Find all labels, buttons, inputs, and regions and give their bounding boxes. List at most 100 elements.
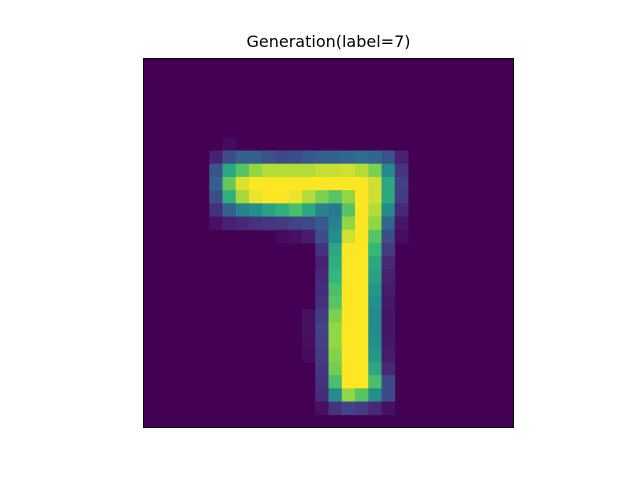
heatmap-cell	[381, 295, 396, 310]
heatmap-cell	[262, 163, 276, 178]
heatmap-cell	[222, 203, 237, 217]
heatmap-cell	[315, 361, 329, 376]
heatmap-cell	[341, 348, 356, 363]
heatmap-cell	[381, 361, 396, 376]
heatmap-cell	[328, 203, 343, 217]
heatmap-cell	[249, 190, 263, 204]
heatmap-cell	[381, 401, 396, 416]
heatmap-cell	[381, 150, 396, 165]
heatmap-cell	[302, 348, 316, 363]
heatmap-cell	[394, 163, 409, 178]
heatmap-cell	[288, 203, 303, 217]
heatmap-cell	[394, 216, 409, 231]
heatmap-cell	[368, 348, 382, 363]
heatmap-cell	[355, 229, 369, 244]
heatmap-cell	[315, 295, 329, 310]
heatmap-cell	[302, 335, 316, 350]
heatmap-cell	[368, 176, 382, 191]
heatmap-cell	[302, 150, 316, 165]
heatmap-cell	[249, 163, 263, 178]
heatmap-cell	[368, 163, 382, 178]
heatmap-cell	[315, 229, 329, 244]
heatmap-cell	[235, 216, 250, 231]
heatmap-cell	[368, 216, 382, 231]
heatmap-cell	[275, 150, 290, 165]
heatmap-cell	[355, 150, 369, 165]
heatmap-cell	[302, 216, 316, 231]
heatmap-cell	[262, 190, 276, 204]
heatmap-cell	[315, 348, 329, 363]
heatmap-cell	[341, 361, 356, 376]
heatmap-cell	[355, 190, 369, 204]
heatmap-cell	[209, 176, 223, 191]
heatmap-cell	[328, 269, 343, 284]
heatmap-cell	[222, 137, 237, 151]
heatmap-cell	[368, 150, 382, 165]
heatmap-cell	[355, 243, 369, 257]
heatmap-cell	[355, 256, 369, 270]
heatmap-cell	[355, 322, 369, 336]
heatmap-cell	[394, 150, 409, 165]
heatmap-cell	[262, 203, 276, 217]
heatmap-cell	[302, 229, 316, 244]
heatmap-cell	[222, 190, 237, 204]
heatmap-cell	[328, 388, 343, 402]
heatmap-cell	[394, 203, 409, 217]
heatmap-cell	[381, 203, 396, 217]
heatmap-cell	[275, 176, 290, 191]
axes-frame	[143, 58, 514, 428]
heatmap-cell	[275, 190, 290, 204]
heatmap-cell	[328, 190, 343, 204]
heatmap-cell	[315, 401, 329, 416]
heatmap-cell	[288, 163, 303, 178]
heatmap-cell	[315, 375, 329, 389]
heatmap-cell	[381, 335, 396, 350]
heatmap-chart	[143, 58, 514, 428]
heatmap-cell	[302, 309, 316, 323]
heatmap-cell	[315, 322, 329, 336]
heatmap-cell	[328, 163, 343, 178]
heatmap-cell	[381, 190, 396, 204]
heatmap-cell	[355, 361, 369, 376]
heatmap-cell	[355, 335, 369, 350]
heatmap-cell	[341, 309, 356, 323]
heatmap-cell	[368, 203, 382, 217]
heatmap-cell	[315, 388, 329, 402]
heatmap-cell	[341, 243, 356, 257]
heatmap-cell	[355, 216, 369, 231]
heatmap-cell	[381, 282, 396, 297]
heatmap-cell	[328, 375, 343, 389]
heatmap-cell	[315, 203, 329, 217]
heatmap-cell	[328, 216, 343, 231]
heatmap-cell	[235, 150, 250, 165]
heatmap-cell	[355, 203, 369, 217]
heatmap-cell	[328, 229, 343, 244]
heatmap-cell	[368, 401, 382, 416]
heatmap-cell	[381, 309, 396, 323]
heatmap-cell	[315, 282, 329, 297]
heatmap-cell	[328, 256, 343, 270]
heatmap-cell	[315, 335, 329, 350]
heatmap-cell	[275, 216, 290, 231]
heatmap-cell	[288, 190, 303, 204]
heatmap-cell	[368, 282, 382, 297]
heatmap-cell	[381, 375, 396, 389]
heatmap-cell	[368, 335, 382, 350]
heatmap-cell	[315, 216, 329, 231]
heatmap-cell	[381, 322, 396, 336]
heatmap-cell	[249, 216, 263, 231]
heatmap-cell	[381, 256, 396, 270]
heatmap-cell	[315, 309, 329, 323]
heatmap-cell	[302, 190, 316, 204]
heatmap-cell	[368, 375, 382, 389]
heatmap-cell	[328, 361, 343, 376]
heatmap-cell	[328, 348, 343, 363]
heatmap-cell	[341, 282, 356, 297]
heatmap-cell	[368, 243, 382, 257]
heatmap-cell	[341, 295, 356, 310]
heatmap-cell	[222, 216, 237, 231]
heatmap-cell	[341, 203, 356, 217]
heatmap-cell	[381, 216, 396, 231]
heatmap-cell	[288, 229, 303, 244]
heatmap-cell	[368, 309, 382, 323]
